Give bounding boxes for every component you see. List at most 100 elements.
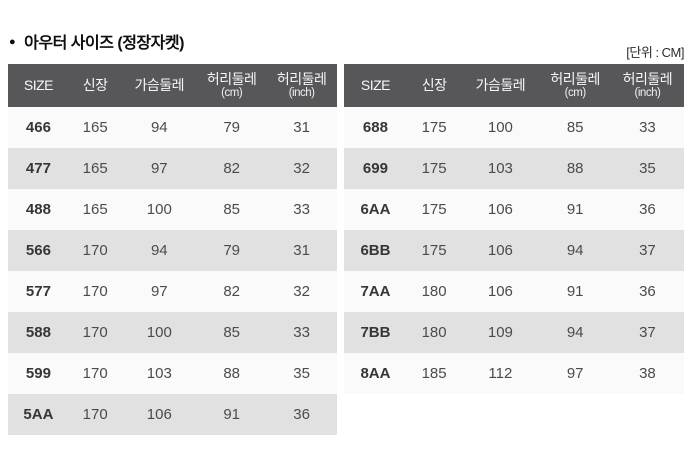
column-header-label: 가슴둘레 [475, 77, 526, 94]
size-cell: 688 [362, 119, 388, 136]
value-cell: 36 [639, 283, 656, 300]
size-cell: 566 [25, 242, 51, 259]
value-cell: 85 [223, 201, 241, 218]
table-row: 8AA 185 112 97 38 [344, 353, 684, 394]
column-header-sublabel: (cm) [564, 86, 587, 99]
value-cell: 79 [223, 242, 241, 259]
column-header-label: 허리둘레 [276, 70, 327, 87]
column-header-sublabel: (cm) [221, 86, 243, 99]
table-row: 7BB 180 109 94 37 [344, 312, 684, 353]
value-cell: 165 [82, 160, 108, 177]
value-cell: 33 [639, 119, 656, 136]
value-cell: 85 [223, 324, 241, 341]
section-header: ● 아우터 사이즈 (정장자켓) [단위 : CM] [8, 0, 684, 64]
column-header-sublabel: (inch) [634, 86, 661, 99]
table-row: 577 170 97 82 32 [8, 271, 337, 312]
column-header: 허리둘레 (inch) [610, 64, 684, 107]
table-row: 7AA 180 106 91 36 [344, 271, 684, 312]
unit-label: [단위 : CM] [626, 45, 684, 60]
table-row: 588 170 100 85 33 [8, 312, 337, 353]
size-cell: 599 [25, 365, 51, 382]
column-header: 신장 [68, 64, 122, 107]
section-title: ● 아우터 사이즈 (정장자켓) [9, 29, 184, 53]
column-header-label: 허리둘레 [622, 70, 673, 87]
size-cell: 8AA [360, 365, 391, 382]
value-cell: 35 [293, 365, 310, 382]
value-cell: 88 [566, 160, 584, 177]
value-cell: 32 [293, 160, 310, 177]
value-cell: 103 [487, 160, 513, 177]
value-cell: 91 [566, 283, 584, 300]
value-cell: 82 [223, 160, 241, 177]
column-header-label: 허리둘레 [550, 70, 600, 87]
value-cell: 100 [487, 119, 513, 136]
value-cell: 106 [487, 201, 513, 218]
value-cell: 180 [421, 324, 447, 341]
value-cell: 94 [150, 119, 168, 136]
value-cell: 35 [639, 160, 656, 177]
bullet-icon: ● [9, 35, 16, 48]
column-header-label: SIZE [360, 77, 391, 94]
value-cell: 165 [82, 201, 108, 218]
value-cell: 106 [146, 406, 172, 423]
value-cell: 36 [639, 201, 656, 218]
size-chart-section: ● 아우터 사이즈 (정장자켓) [단위 : CM] SIZE 신장 가슴둘레 허리둘… [8, 0, 684, 435]
table-row: 6AA 175 106 91 36 [344, 189, 684, 230]
value-cell: 97 [566, 365, 584, 382]
size-cell: 5AA [23, 406, 54, 423]
column-header-label: 가슴둘레 [134, 77, 185, 94]
value-cell: 36 [293, 406, 310, 423]
value-cell: 175 [421, 201, 447, 218]
value-cell: 94 [566, 242, 584, 259]
table-row: 688 175 100 85 33 [344, 107, 684, 148]
table-row: 488 165 100 85 33 [8, 189, 337, 230]
size-cell: 466 [25, 119, 51, 136]
column-header-label: 허리둘레 [206, 70, 257, 87]
value-cell: 100 [146, 201, 172, 218]
value-cell: 175 [421, 160, 447, 177]
column-header: 허리둘레 (cm) [197, 64, 267, 107]
size-cell: 6AA [360, 201, 391, 218]
value-cell: 79 [223, 119, 241, 136]
value-cell: 94 [150, 242, 168, 259]
size-cell: 477 [25, 160, 51, 177]
table-row: 477 165 97 82 32 [8, 148, 337, 189]
value-cell: 85 [566, 119, 584, 136]
table-row: 6BB 175 106 94 37 [344, 230, 684, 271]
value-cell: 31 [293, 242, 310, 259]
size-cell: 588 [25, 324, 51, 341]
value-cell: 31 [293, 119, 310, 136]
table-row: 5AA 170 106 91 36 [8, 394, 337, 435]
size-cell: 7AA [360, 283, 391, 300]
value-cell: 185 [421, 365, 447, 382]
column-header: SIZE [344, 64, 407, 107]
column-header-label: 신장 [421, 77, 447, 94]
header-row: SIZE 신장 가슴둘레 허리둘레 (cm) 허리둘레 (inch) [8, 64, 337, 107]
table-row: 599 170 103 88 35 [8, 353, 337, 394]
value-cell: 82 [223, 283, 241, 300]
size-cell: 6BB [360, 242, 391, 259]
table-row: 699 175 103 88 35 [344, 148, 684, 189]
size-tables: SIZE 신장 가슴둘레 허리둘레 (cm) 허리둘레 (inch) 466 165 94 79 31… [8, 64, 684, 435]
size-cell: 699 [362, 160, 388, 177]
value-cell: 170 [82, 406, 108, 423]
size-cell: 7BB [360, 324, 391, 341]
value-cell: 170 [82, 242, 108, 259]
column-header: 신장 [406, 64, 462, 107]
value-cell: 33 [293, 201, 310, 218]
value-cell: 103 [146, 365, 172, 382]
value-cell: 97 [150, 160, 168, 177]
value-cell: 37 [639, 324, 656, 341]
value-cell: 94 [566, 324, 584, 341]
value-cell: 32 [293, 283, 310, 300]
size-cell: 488 [25, 201, 51, 218]
table-row: 466 165 94 79 31 [8, 107, 337, 148]
value-cell: 91 [223, 406, 241, 423]
column-header: SIZE [8, 64, 69, 107]
value-cell: 106 [487, 242, 513, 259]
size-table-left: SIZE 신장 가슴둘레 허리둘레 (cm) 허리둘레 (inch) 466 165 94 79 31… [8, 64, 337, 435]
section-title-text: 아우터 사이즈 (정장자켓) [24, 35, 184, 52]
size-cell: 577 [25, 283, 51, 300]
value-cell: 175 [421, 242, 447, 259]
column-header-label: SIZE [23, 77, 54, 94]
